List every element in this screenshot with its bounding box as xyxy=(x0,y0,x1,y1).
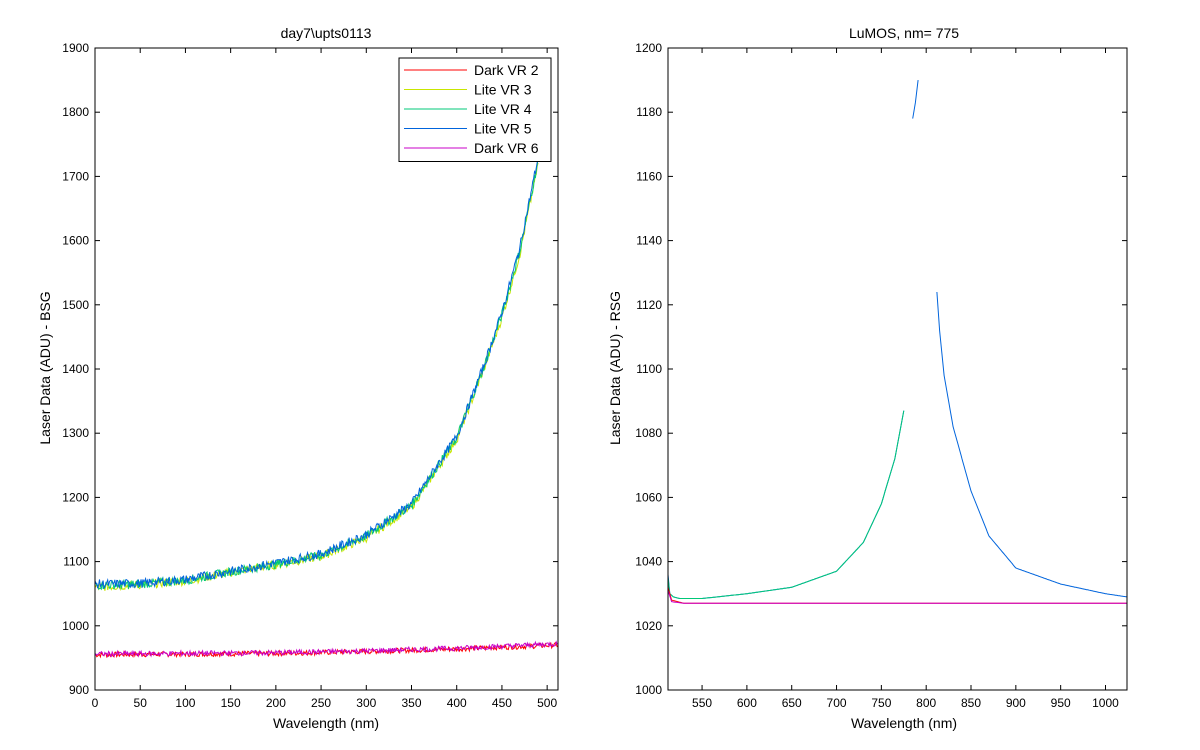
x-tick-label: 550 xyxy=(692,696,712,710)
y-tick-label: 900 xyxy=(69,683,89,697)
x-tick-label: 750 xyxy=(871,696,891,710)
y-tick-label: 1060 xyxy=(635,490,662,504)
y-tick-label: 1200 xyxy=(62,490,89,504)
plot-rsg: LuMOS, nm= 775 Wavelength (nm) Laser Dat… xyxy=(607,25,1128,731)
y-tick-label: 1100 xyxy=(63,555,89,569)
y-tick-label: 1120 xyxy=(636,298,662,312)
x-tick-label: 1000 xyxy=(1092,696,1119,710)
legend: Dark VR 2 Lite VR 3 Lite VR 4 Lite VR 5 Dark… xyxy=(398,57,552,162)
x-tick-label: 850 xyxy=(961,696,981,710)
y-tick-label: 1040 xyxy=(635,555,662,569)
x-tick-label: 400 xyxy=(447,696,467,710)
x-tick-label: 950 xyxy=(1051,696,1071,710)
plot-title: day7\upts0113 xyxy=(281,25,372,41)
y-tick-label: 1180 xyxy=(636,105,662,119)
y-tick-label: 1300 xyxy=(62,426,89,440)
y-tick-label: 1400 xyxy=(62,362,89,376)
x-tick-label: 700 xyxy=(827,696,847,710)
legend-label: Dark VR 6 xyxy=(474,140,539,156)
y-tick-label: 1600 xyxy=(62,234,89,248)
x-tick-label: 500 xyxy=(537,696,557,710)
x-tick-label: 0 xyxy=(92,696,99,710)
y-axis-label: Laser Data (ADU) - RSG xyxy=(607,291,623,445)
x-tick-label: 900 xyxy=(1006,696,1026,710)
plot-bsg: day7\upts0113 Wavelength (nm) Laser Data… xyxy=(37,25,559,731)
y-tick-label: 1140 xyxy=(636,234,662,248)
x-tick-label: 50 xyxy=(134,696,148,710)
y-tick-label: 1700 xyxy=(62,169,89,183)
y-tick-label: 1000 xyxy=(62,619,89,633)
x-tick-label: 100 xyxy=(175,696,195,710)
plot-area xyxy=(668,48,1127,690)
x-tick-label: 800 xyxy=(916,696,936,710)
x-axis-label: Wavelength (nm) xyxy=(273,715,379,731)
x-tick-label: 600 xyxy=(737,696,757,710)
y-tick-label: 1160 xyxy=(636,169,662,183)
series-group xyxy=(95,153,558,659)
legend-label: Dark VR 2 xyxy=(474,62,539,78)
legend-label: Lite VR 3 xyxy=(474,82,532,98)
y-tick-label: 1000 xyxy=(635,683,662,697)
y-tick-label: 1900 xyxy=(62,41,89,55)
x-tick-label: 450 xyxy=(492,696,512,710)
plot-title: LuMOS, nm= 775 xyxy=(849,25,959,41)
series-line xyxy=(668,590,1127,604)
y-tick-label: 1500 xyxy=(62,298,89,312)
series-line xyxy=(668,410,905,599)
series-line xyxy=(912,80,919,119)
series-line xyxy=(95,640,558,658)
x-tick-label: 300 xyxy=(356,696,376,710)
x-tick-label: 150 xyxy=(221,696,241,710)
legend-box xyxy=(398,57,552,162)
legend-label: Lite VR 4 xyxy=(474,101,532,117)
x-tick-label: 250 xyxy=(311,696,331,710)
x-axis-label: Wavelength (nm) xyxy=(851,715,957,731)
x-tick-label: 650 xyxy=(782,696,802,710)
y-tick-label: 1200 xyxy=(635,41,662,55)
series-line xyxy=(936,291,1127,598)
x-tick-label: 350 xyxy=(401,696,421,710)
series-group xyxy=(668,80,1127,604)
y-tick-label: 1100 xyxy=(636,362,662,376)
y-tick-label: 1800 xyxy=(62,105,89,119)
x-tick-label: 200 xyxy=(266,696,286,710)
legend-label: Lite VR 5 xyxy=(474,121,532,137)
y-axis-label: Laser Data (ADU) - BSG xyxy=(37,291,53,444)
series-line xyxy=(95,153,539,589)
series-line xyxy=(95,641,558,659)
y-tick-label: 1020 xyxy=(635,619,662,633)
y-tick-label: 1080 xyxy=(635,426,662,440)
